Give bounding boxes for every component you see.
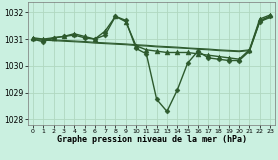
X-axis label: Graphe pression niveau de la mer (hPa): Graphe pression niveau de la mer (hPa) [56, 135, 247, 144]
